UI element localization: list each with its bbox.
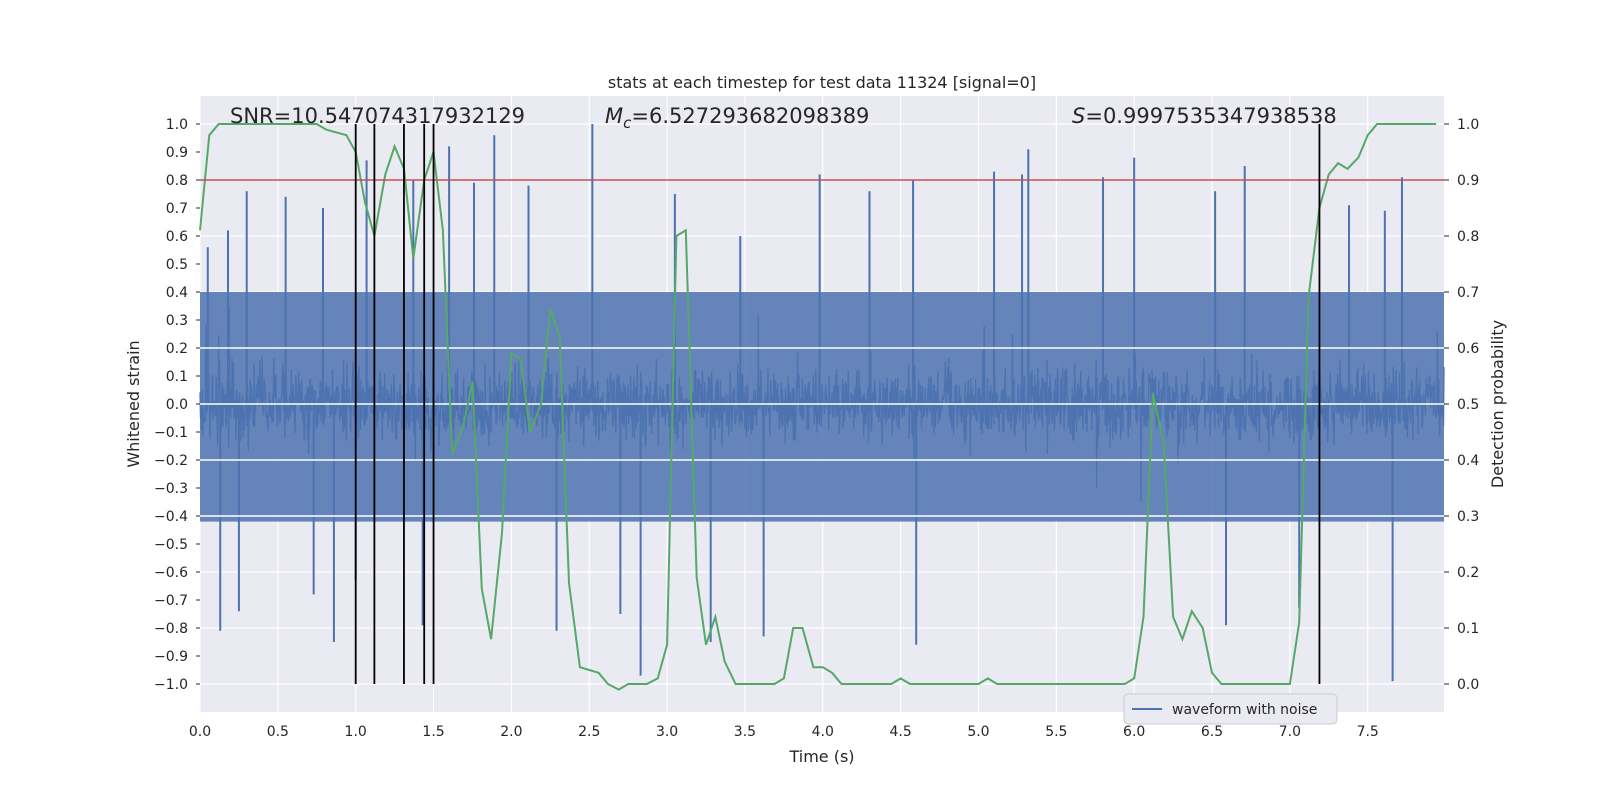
y-tick-label: 1.0: [166, 117, 188, 133]
x-tick-label: 5.0: [967, 724, 989, 740]
s-value: =0.9997535347938538: [1085, 104, 1336, 128]
y-tick-label: 0.7: [166, 201, 188, 217]
y2-tick-label: 0.9: [1457, 173, 1479, 189]
x-tick-label: 0.0: [189, 724, 211, 740]
s-symbol: S: [1072, 104, 1085, 128]
mc-subscript: c: [623, 114, 632, 132]
y-tick-label: 0.9: [166, 145, 188, 161]
y-tick-label: −0.6: [154, 565, 188, 581]
y-tick-label: −1.0: [154, 677, 188, 693]
snr-annotation: SNR=10.547074317932129: [230, 104, 525, 128]
legend: waveform with noise: [1123, 693, 1338, 725]
score-annotation: S=0.9997535347938538: [1072, 104, 1337, 128]
x-tick-label: 6.0: [1123, 724, 1145, 740]
y-tick-label: −0.4: [154, 509, 188, 525]
y-tick-label: 0.3: [166, 313, 188, 329]
y2-tick-label: 0.5: [1457, 397, 1479, 413]
y2-tick-label: 0.6: [1457, 341, 1479, 357]
x-tick-label: 7.0: [1279, 724, 1301, 740]
y-tick-label: −0.2: [154, 453, 188, 469]
probability-line: [199, 123, 1437, 691]
probability-series: [199, 123, 1437, 691]
x-tick-label: 0.5: [267, 724, 289, 740]
x-tick-label: 1.5: [422, 724, 444, 740]
y-tick-label: 0.0: [166, 397, 188, 413]
y2-tick-label: 0.1: [1457, 621, 1479, 637]
x-tick-label: 2.0: [500, 724, 522, 740]
y2-tick-label: 0.7: [1457, 285, 1479, 301]
y-tick-label: 0.2: [166, 341, 188, 357]
x-tick-label: 3.0: [656, 724, 678, 740]
legend-box: [1123, 693, 1338, 725]
x-tick-label: 1.0: [345, 724, 367, 740]
x-tick-label: 4.5: [889, 724, 911, 740]
y2-tick-label: 1.0: [1457, 117, 1479, 133]
x-tick-label: 2.5: [578, 724, 600, 740]
event-markers: [354, 124, 1321, 684]
y-tick-label: −0.3: [154, 481, 188, 497]
y-tick-label: 0.5: [166, 257, 188, 273]
x-tick-label: 5.5: [1045, 724, 1067, 740]
y-axis-label: Whitened strain: [124, 340, 143, 467]
y2-axis-ticks: 1.0 0.9 0.8 0.7 0.6 0.5 0.4 0.3 0.2 0.1 0.0: [1444, 117, 1479, 693]
legend-label: waveform with noise: [1172, 702, 1317, 718]
mc-symbol: M: [605, 104, 623, 128]
y2-tick-label: 0.3: [1457, 509, 1479, 525]
waveform-series: [199, 124, 1445, 682]
chart-title: stats at each timestep for test data 113…: [608, 73, 1036, 92]
y-tick-label: −0.8: [154, 621, 188, 637]
y-tick-label: −0.1: [154, 425, 188, 441]
x-tick-label: 4.0: [812, 724, 834, 740]
mc-value: =6.527293682098389: [631, 104, 869, 128]
waveform-dense-band: [200, 292, 1444, 522]
y-tick-label: 0.1: [166, 369, 188, 385]
x-tick-label: 3.5: [734, 724, 756, 740]
y2-tick-label: 0.2: [1457, 565, 1479, 581]
y-tick-label: 0.4: [166, 285, 188, 301]
y-tick-label: −0.5: [154, 537, 188, 553]
y2-axis-label: Detection probability: [1488, 320, 1507, 488]
x-tick-label: 6.5: [1201, 724, 1223, 740]
x-axis-ticks: 0.0 0.5 1.0 1.5 2.0 2.5 3.0 3.5 4.0 4.5 5.0 5.5 6.0 6…: [189, 724, 1379, 740]
chirp-mass-annotation: Mc=6.527293682098389: [605, 104, 869, 132]
y-tick-label: −0.9: [154, 649, 188, 665]
y2-tick-label: 0.0: [1457, 677, 1479, 693]
y-tick-label: −0.7: [154, 593, 188, 609]
x-tick-label: 7.5: [1357, 724, 1379, 740]
y-tick-label: 0.6: [166, 229, 188, 245]
x-axis-label: Time (s): [788, 747, 854, 766]
y-tick-label: 0.8: [166, 173, 188, 189]
y2-tick-label: 0.8: [1457, 229, 1479, 245]
y2-tick-label: 0.4: [1457, 453, 1479, 469]
y-axis-ticks: 1.0 0.9 0.8 0.7 0.6 0.5 0.4 0.3 0.2 0.1 0.0 −0.1 −0.…: [154, 117, 200, 693]
